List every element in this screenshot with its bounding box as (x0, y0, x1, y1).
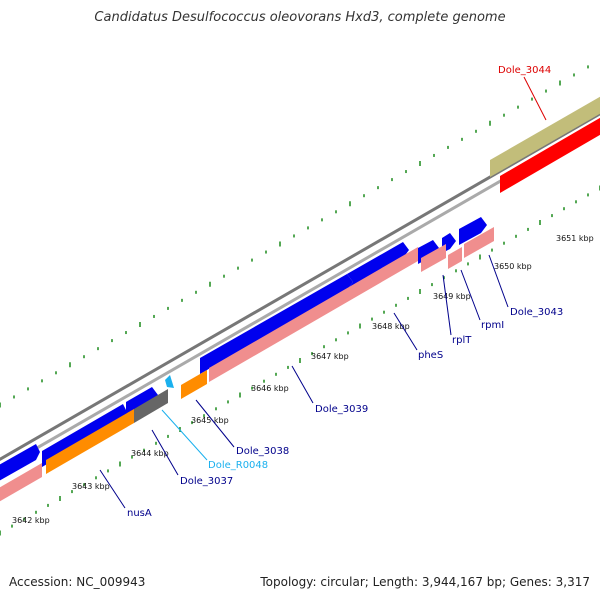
gene-label-dole3037[interactable]: Dole_3037 (180, 476, 233, 487)
gene-rev-dole3038[interactable] (181, 370, 207, 399)
tick-label-3644: 3644 kbp (131, 449, 169, 458)
gene-label-dole3043[interactable]: Dole_3043 (510, 307, 563, 318)
leader-dole3039 (291, 365, 314, 404)
gene-arrow-fwd-1[interactable] (0, 444, 40, 486)
gene-label-dole3039[interactable]: Dole_3039 (315, 404, 368, 415)
leader-dole3043 (488, 254, 509, 308)
leader-phes (393, 312, 418, 351)
tick-label-3645: 3645 kbp (191, 416, 229, 425)
gene-rev-rpmi[interactable] (464, 227, 494, 258)
gene-label-nusa[interactable]: nusA (127, 508, 152, 519)
leader-nusa (99, 469, 126, 509)
gene-rev-1[interactable] (0, 463, 42, 507)
red-track-feature-dole3044[interactable] (500, 112, 600, 193)
leader-rpmi (460, 269, 481, 321)
gene-labels: nusA Dole_3037 Dole_R0048 Dole_3038 Dole… (127, 65, 563, 519)
gene-arrow-fwd-5[interactable] (347, 242, 409, 290)
map-title: Candidatus Desulfococcus oleovorans Hxd3… (94, 10, 506, 25)
gene-label-rpmi[interactable]: rpmI (481, 320, 504, 331)
forward-track (0, 217, 487, 486)
tick-label-3651: 3651 kbp (556, 234, 594, 243)
tick-labels: 3642 kbp 3643 kbp 3644 kbp 3645 kbp 3646… (12, 234, 594, 525)
label-leader-lines (99, 76, 547, 509)
tick-label-3648: 3648 kbp (372, 322, 410, 331)
gene-label-dole-r0048[interactable]: Dole_R0048 (208, 460, 268, 471)
gene-label-phes[interactable]: pheS (418, 350, 443, 361)
gene-arrow-fwd-4[interactable] (200, 274, 353, 374)
tick-label-3647: 3647 kbp (311, 352, 349, 361)
gene-rev-rplt[interactable] (448, 247, 462, 269)
tick-label-3643: 3643 kbp (72, 482, 110, 491)
tick-label-3649: 3649 kbp (433, 292, 471, 301)
gene-label-dole3044[interactable]: Dole_3044 (498, 65, 551, 76)
genome-stats-text: Topology: circular; Length: 3,944,167 bp… (260, 575, 590, 589)
gene-rev-dole3037[interactable] (134, 389, 168, 423)
gene-label-dole3038[interactable]: Dole_3038 (236, 446, 289, 457)
accession-text: Accession: NC_009943 (9, 575, 146, 589)
gene-arrow-fwd-8[interactable] (459, 217, 487, 245)
leader-dole3037 (151, 429, 179, 476)
gene-rev-dole3039[interactable] (209, 247, 418, 382)
tick-label-3646: 3646 kbp (251, 384, 289, 393)
tick-dot-rows (0, 65, 600, 536)
reverse-track (0, 227, 494, 507)
backbone-outer-line (0, 112, 600, 461)
tick-label-3642: 3642 kbp (12, 516, 50, 525)
leader-dole3044 (523, 76, 547, 121)
rna-arrow-dole-r0048[interactable] (165, 375, 174, 388)
tick-label-3650: 3650 kbp (494, 262, 532, 271)
gene-rev-phes[interactable] (421, 244, 446, 272)
gene-rev-nusA[interactable] (46, 409, 134, 474)
olive-track-feature[interactable] (490, 91, 600, 177)
leader-rplt (442, 274, 452, 336)
leader-dole-r0048 (161, 409, 208, 461)
upper-tracks (490, 91, 600, 193)
gene-label-rplt[interactable]: rplT (452, 335, 472, 346)
leader-dole3038 (195, 399, 235, 448)
